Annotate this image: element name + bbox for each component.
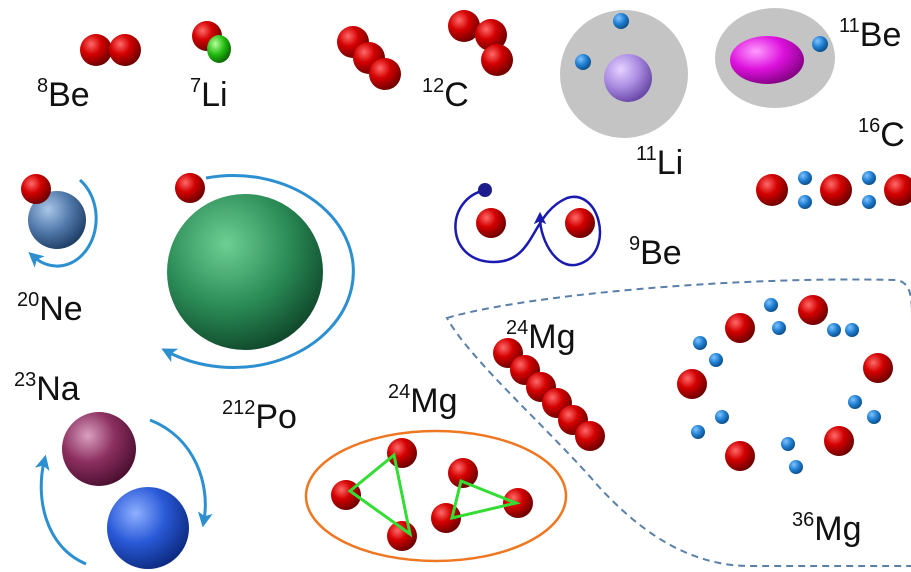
pb208-core <box>167 194 323 350</box>
alpha-particle <box>448 10 480 42</box>
valence-neutron <box>781 437 795 451</box>
label-mg24-chain: 24Mg <box>506 317 576 356</box>
valence-neutron <box>827 323 841 337</box>
label-po212: 212Po <box>222 397 297 436</box>
neutron-rich-region-boundary <box>445 278 911 567</box>
po212-alpha-plus-core <box>161 173 355 369</box>
be8-cluster <box>80 34 141 66</box>
valence-neutron <box>693 336 707 350</box>
alpha-particle <box>884 174 911 206</box>
valence-neutron <box>478 183 492 197</box>
neutron-trajectory <box>454 188 602 267</box>
alpha-particle <box>798 295 828 325</box>
alpha-particle <box>21 174 51 204</box>
alpha-particle <box>725 313 755 343</box>
mg24-double-triangle <box>304 429 568 563</box>
alpha-particle <box>387 521 417 551</box>
label-be8: 8Be <box>37 75 90 114</box>
alpha-particle <box>565 208 595 238</box>
alpha-particle <box>369 58 401 90</box>
rotation-arrow <box>149 418 213 528</box>
alpha-particle <box>175 173 205 203</box>
mg36-ring-with-neutrons <box>677 295 893 474</box>
na23-two-cluster-rotation <box>34 412 213 569</box>
alpha-particle <box>481 44 513 76</box>
ne20-alpha-plus-core <box>21 174 98 268</box>
valence-neutron <box>845 323 859 337</box>
cluster-sphere <box>62 412 136 486</box>
halo-neutron <box>812 36 828 52</box>
label-li11: 11Li <box>636 143 684 182</box>
alpha-particle <box>476 208 506 238</box>
valence-neutron <box>764 298 778 312</box>
li11-halo-nucleus <box>560 10 688 138</box>
label-be11: 11Be <box>839 15 902 54</box>
label-li7: 7Li <box>190 75 228 114</box>
c16-chain-with-neutrons <box>756 171 911 209</box>
rotation-arrow <box>34 454 87 566</box>
valence-neutron <box>691 425 705 439</box>
alpha-particle <box>824 426 854 456</box>
alpha-particle <box>756 174 788 206</box>
o16-core <box>28 191 86 249</box>
label-c16: 16C <box>858 115 905 154</box>
valence-neutron <box>789 460 803 474</box>
label-be9: 9Be <box>629 233 682 272</box>
alpha-particle <box>387 438 417 468</box>
label-c12: 12C <box>422 75 469 114</box>
valence-neutron <box>862 171 876 185</box>
be10-core <box>730 36 804 84</box>
alpha-particle <box>80 34 112 66</box>
cluster-sphere <box>107 487 189 569</box>
alpha-particle <box>820 174 852 206</box>
halo-neutron <box>575 54 591 70</box>
valence-neutron <box>715 410 729 424</box>
alpha-particle <box>109 34 141 66</box>
alpha-particle <box>475 19 507 51</box>
valence-neutron <box>709 353 723 367</box>
label-ne20: 20Ne <box>17 289 83 328</box>
alpha-particle <box>863 353 893 383</box>
be9-dimer-with-neutron <box>454 183 602 267</box>
label-mg36: 36Mg <box>792 509 862 548</box>
valence-neutron <box>798 195 812 209</box>
orbit-arrow <box>28 178 98 268</box>
li9-core <box>604 54 652 102</box>
c12-linear-chain <box>337 26 401 90</box>
molecular-boundary <box>304 429 568 563</box>
valence-neutron <box>798 171 812 185</box>
mg24-linear-chain <box>493 338 605 451</box>
alpha-particle <box>725 441 755 471</box>
valence-neutron <box>862 195 876 209</box>
triangle-bond <box>347 452 413 538</box>
c12-bent-chain <box>448 10 513 76</box>
label-mg24-triangle: 24Mg <box>388 381 458 420</box>
halo-neutron <box>613 13 629 29</box>
be11-halo-nucleus <box>715 8 835 108</box>
alpha-particle <box>448 458 478 488</box>
valence-neutron <box>867 410 881 424</box>
orbit-arrow <box>161 173 355 369</box>
li7-cluster <box>192 21 231 63</box>
valence-neutron <box>848 395 862 409</box>
alpha-particle <box>575 421 605 451</box>
triangle-bond <box>449 478 521 521</box>
valence-neutron <box>772 321 786 335</box>
label-na23: 23Na <box>14 369 80 408</box>
alpha-particle <box>677 369 707 399</box>
triton-particle <box>207 35 231 63</box>
